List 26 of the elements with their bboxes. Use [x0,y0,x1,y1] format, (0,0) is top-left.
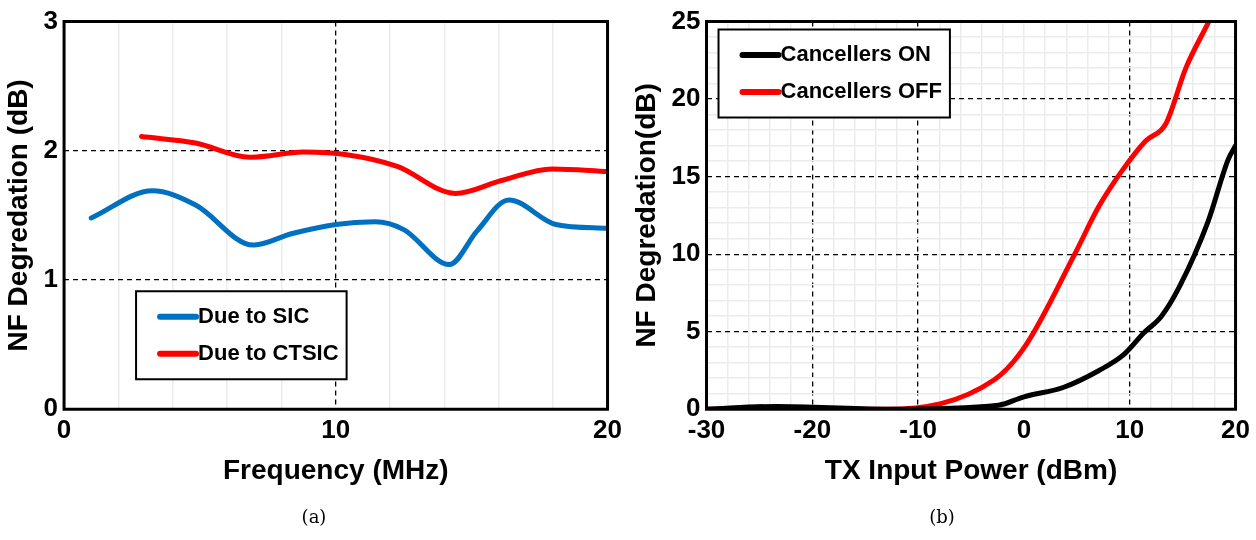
y-axis-title: NF Degredation(dB) [629,83,661,348]
x-tick-label: 20 [593,413,622,444]
y-tick-label: 3 [43,4,59,35]
y-tick-label: 10 [671,237,701,268]
legend-label: Cancellers ON [780,41,931,67]
x-tick-label: -20 [793,413,832,444]
x-tick-label: -10 [899,413,937,444]
legend-label: Due to CTSIC [198,339,339,365]
y-tick-label: 0 [43,392,59,423]
x-axis-title: TX Input Power (dBm) [824,453,1118,485]
x-tick-label: 20 [1221,413,1250,444]
x-axis-title: Frequency (MHz) [223,453,449,485]
y-tick-label: 20 [671,82,701,113]
y-tick-label: 1 [43,263,59,294]
y-tick-label: 15 [671,159,701,190]
y-tick-label: 5 [686,314,701,345]
legend-label: Cancellers OFF [780,78,942,104]
text: (b) [928,506,956,527]
y-tick-label: 2 [43,133,59,164]
text: (a) [300,506,328,527]
x-tick-label: 10 [321,413,351,444]
y-axis-title: NF Degredation (dB) [1,79,33,352]
x-tick-label: 10 [1115,413,1145,444]
x-tick-label: 0 [1016,413,1032,444]
y-tick-label: 25 [671,4,701,35]
legend-label: Due to SIC [198,302,310,328]
